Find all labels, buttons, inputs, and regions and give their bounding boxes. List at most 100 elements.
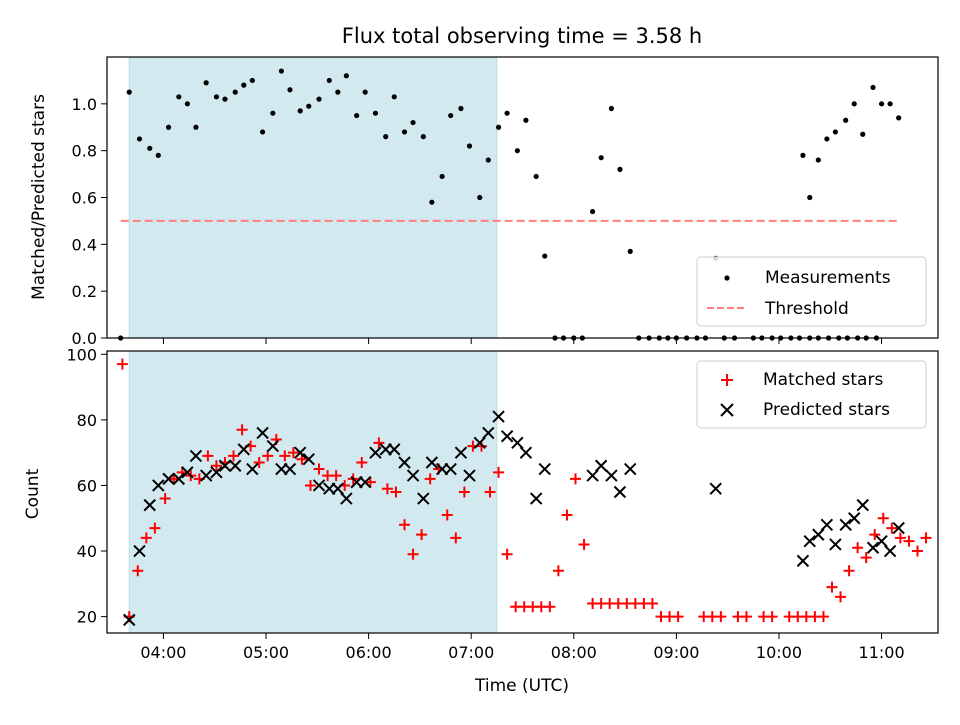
bottom-y-tick-label: 80 bbox=[77, 411, 97, 430]
measurement-point bbox=[410, 119, 416, 126]
measurement-point bbox=[485, 157, 491, 163]
matched-star-point bbox=[441, 509, 453, 521]
predicted-star-point bbox=[519, 446, 533, 459]
predicted-star-point bbox=[237, 443, 250, 456]
predicted-star-point bbox=[892, 521, 905, 535]
legend-matched-marker bbox=[721, 374, 733, 386]
predicted-star-point bbox=[210, 466, 223, 479]
measurement-point bbox=[870, 84, 876, 91]
predicted-star-point bbox=[331, 482, 345, 495]
matched-star-point bbox=[835, 591, 847, 603]
predicted-star-point bbox=[444, 462, 457, 476]
predicted-star-point bbox=[605, 469, 618, 482]
matched-star-point bbox=[407, 548, 419, 560]
predicted-star-point bbox=[312, 479, 326, 492]
measurement-point bbox=[354, 112, 360, 119]
matched-star-point bbox=[886, 522, 898, 534]
matched-star-point bbox=[450, 532, 462, 544]
predicted-star-point bbox=[492, 410, 505, 423]
predicted-star-point bbox=[613, 485, 627, 499]
predicted-star-point bbox=[229, 459, 242, 472]
x-tick-label: 11:00 bbox=[859, 643, 905, 662]
measurement-point bbox=[824, 136, 830, 142]
predicted-star-point bbox=[812, 528, 825, 541]
matched-star-point bbox=[766, 611, 778, 623]
matched-star-point bbox=[116, 358, 128, 370]
measurement-point bbox=[259, 129, 266, 135]
top-y-tick-label: 0.8 bbox=[72, 142, 97, 161]
matched-star-point bbox=[373, 437, 385, 449]
predicted-star-point bbox=[803, 534, 816, 548]
measurement-point bbox=[860, 131, 866, 137]
measurement-point bbox=[287, 87, 293, 93]
predicted-star-point bbox=[388, 443, 401, 456]
matched-star-point bbox=[416, 529, 428, 541]
matched-star-point bbox=[544, 601, 556, 613]
measurement-point bbox=[306, 103, 312, 109]
measurement-point bbox=[429, 199, 435, 205]
measurement-point bbox=[495, 124, 502, 130]
legend-matched-label: Matched stars bbox=[763, 370, 883, 390]
measurement-point bbox=[362, 89, 368, 95]
measurement-point bbox=[203, 80, 209, 86]
predicted-star-point bbox=[181, 466, 194, 479]
matched-star-point bbox=[279, 450, 291, 462]
bottom-axes-frame bbox=[106, 350, 939, 634]
matched-star-point bbox=[236, 424, 248, 436]
matched-star-point bbox=[869, 529, 881, 541]
measurement-point bbox=[832, 129, 839, 135]
x-tick-label: 09:00 bbox=[653, 643, 699, 662]
predicted-star-point bbox=[133, 544, 146, 558]
matched-star-point bbox=[501, 548, 513, 560]
predicted-star-point bbox=[820, 518, 834, 531]
measurement-point bbox=[278, 68, 285, 74]
matched-star-point bbox=[826, 581, 838, 593]
predicted-star-point bbox=[143, 498, 156, 512]
predicted-star-point bbox=[417, 492, 430, 505]
measurement-point bbox=[176, 94, 182, 100]
x-tick-label: 05:00 bbox=[243, 643, 289, 662]
predicted-star-point bbox=[829, 538, 842, 551]
measurement-point bbox=[372, 110, 379, 116]
observing-window-shade-bottom bbox=[128, 350, 498, 634]
legend-measurements-label: Measurements bbox=[765, 268, 891, 288]
predicted-star-point bbox=[246, 462, 259, 476]
measurement-point bbox=[851, 101, 857, 107]
predicted-star-point bbox=[266, 439, 280, 453]
chart-title: Flux total observing time = 3.58 h bbox=[342, 24, 702, 48]
predicted-star-point bbox=[866, 541, 880, 554]
measurement-point bbox=[222, 96, 228, 102]
x-tick-label: 10:00 bbox=[756, 643, 802, 662]
matched-star-point bbox=[390, 486, 402, 498]
measurement-point bbox=[326, 77, 332, 84]
measurement-point bbox=[542, 253, 548, 259]
measurement-point bbox=[232, 89, 238, 95]
matched-star-point bbox=[561, 509, 573, 521]
matched-star-point bbox=[458, 486, 470, 498]
bottom-y-tick-label: 20 bbox=[77, 608, 97, 627]
matched-star-point bbox=[424, 473, 436, 485]
matched-star-point bbox=[262, 450, 274, 462]
predicted-star-point bbox=[473, 436, 486, 450]
predicted-star-point bbox=[369, 446, 382, 459]
predicted-star-point bbox=[482, 426, 495, 440]
measurement-point bbox=[843, 117, 849, 123]
matched-star-point bbox=[356, 456, 368, 468]
matched-star-point bbox=[552, 565, 564, 577]
measurement-point bbox=[401, 129, 408, 135]
matched-star-point bbox=[903, 535, 915, 547]
measurement-point bbox=[270, 110, 276, 116]
matched-star-point bbox=[202, 450, 214, 462]
predicted-star-point bbox=[586, 469, 599, 482]
bottom-plot-area bbox=[116, 358, 932, 627]
measurement-point bbox=[316, 96, 322, 102]
predicted-star-point bbox=[172, 472, 186, 486]
measurement-point bbox=[335, 89, 341, 95]
matched-star-point bbox=[228, 450, 240, 462]
measurement-point bbox=[136, 136, 143, 142]
predicted-star-point bbox=[709, 482, 722, 495]
matched-star-point bbox=[570, 473, 582, 485]
predicted-star-point bbox=[875, 534, 888, 548]
matched-star-point bbox=[140, 532, 152, 544]
